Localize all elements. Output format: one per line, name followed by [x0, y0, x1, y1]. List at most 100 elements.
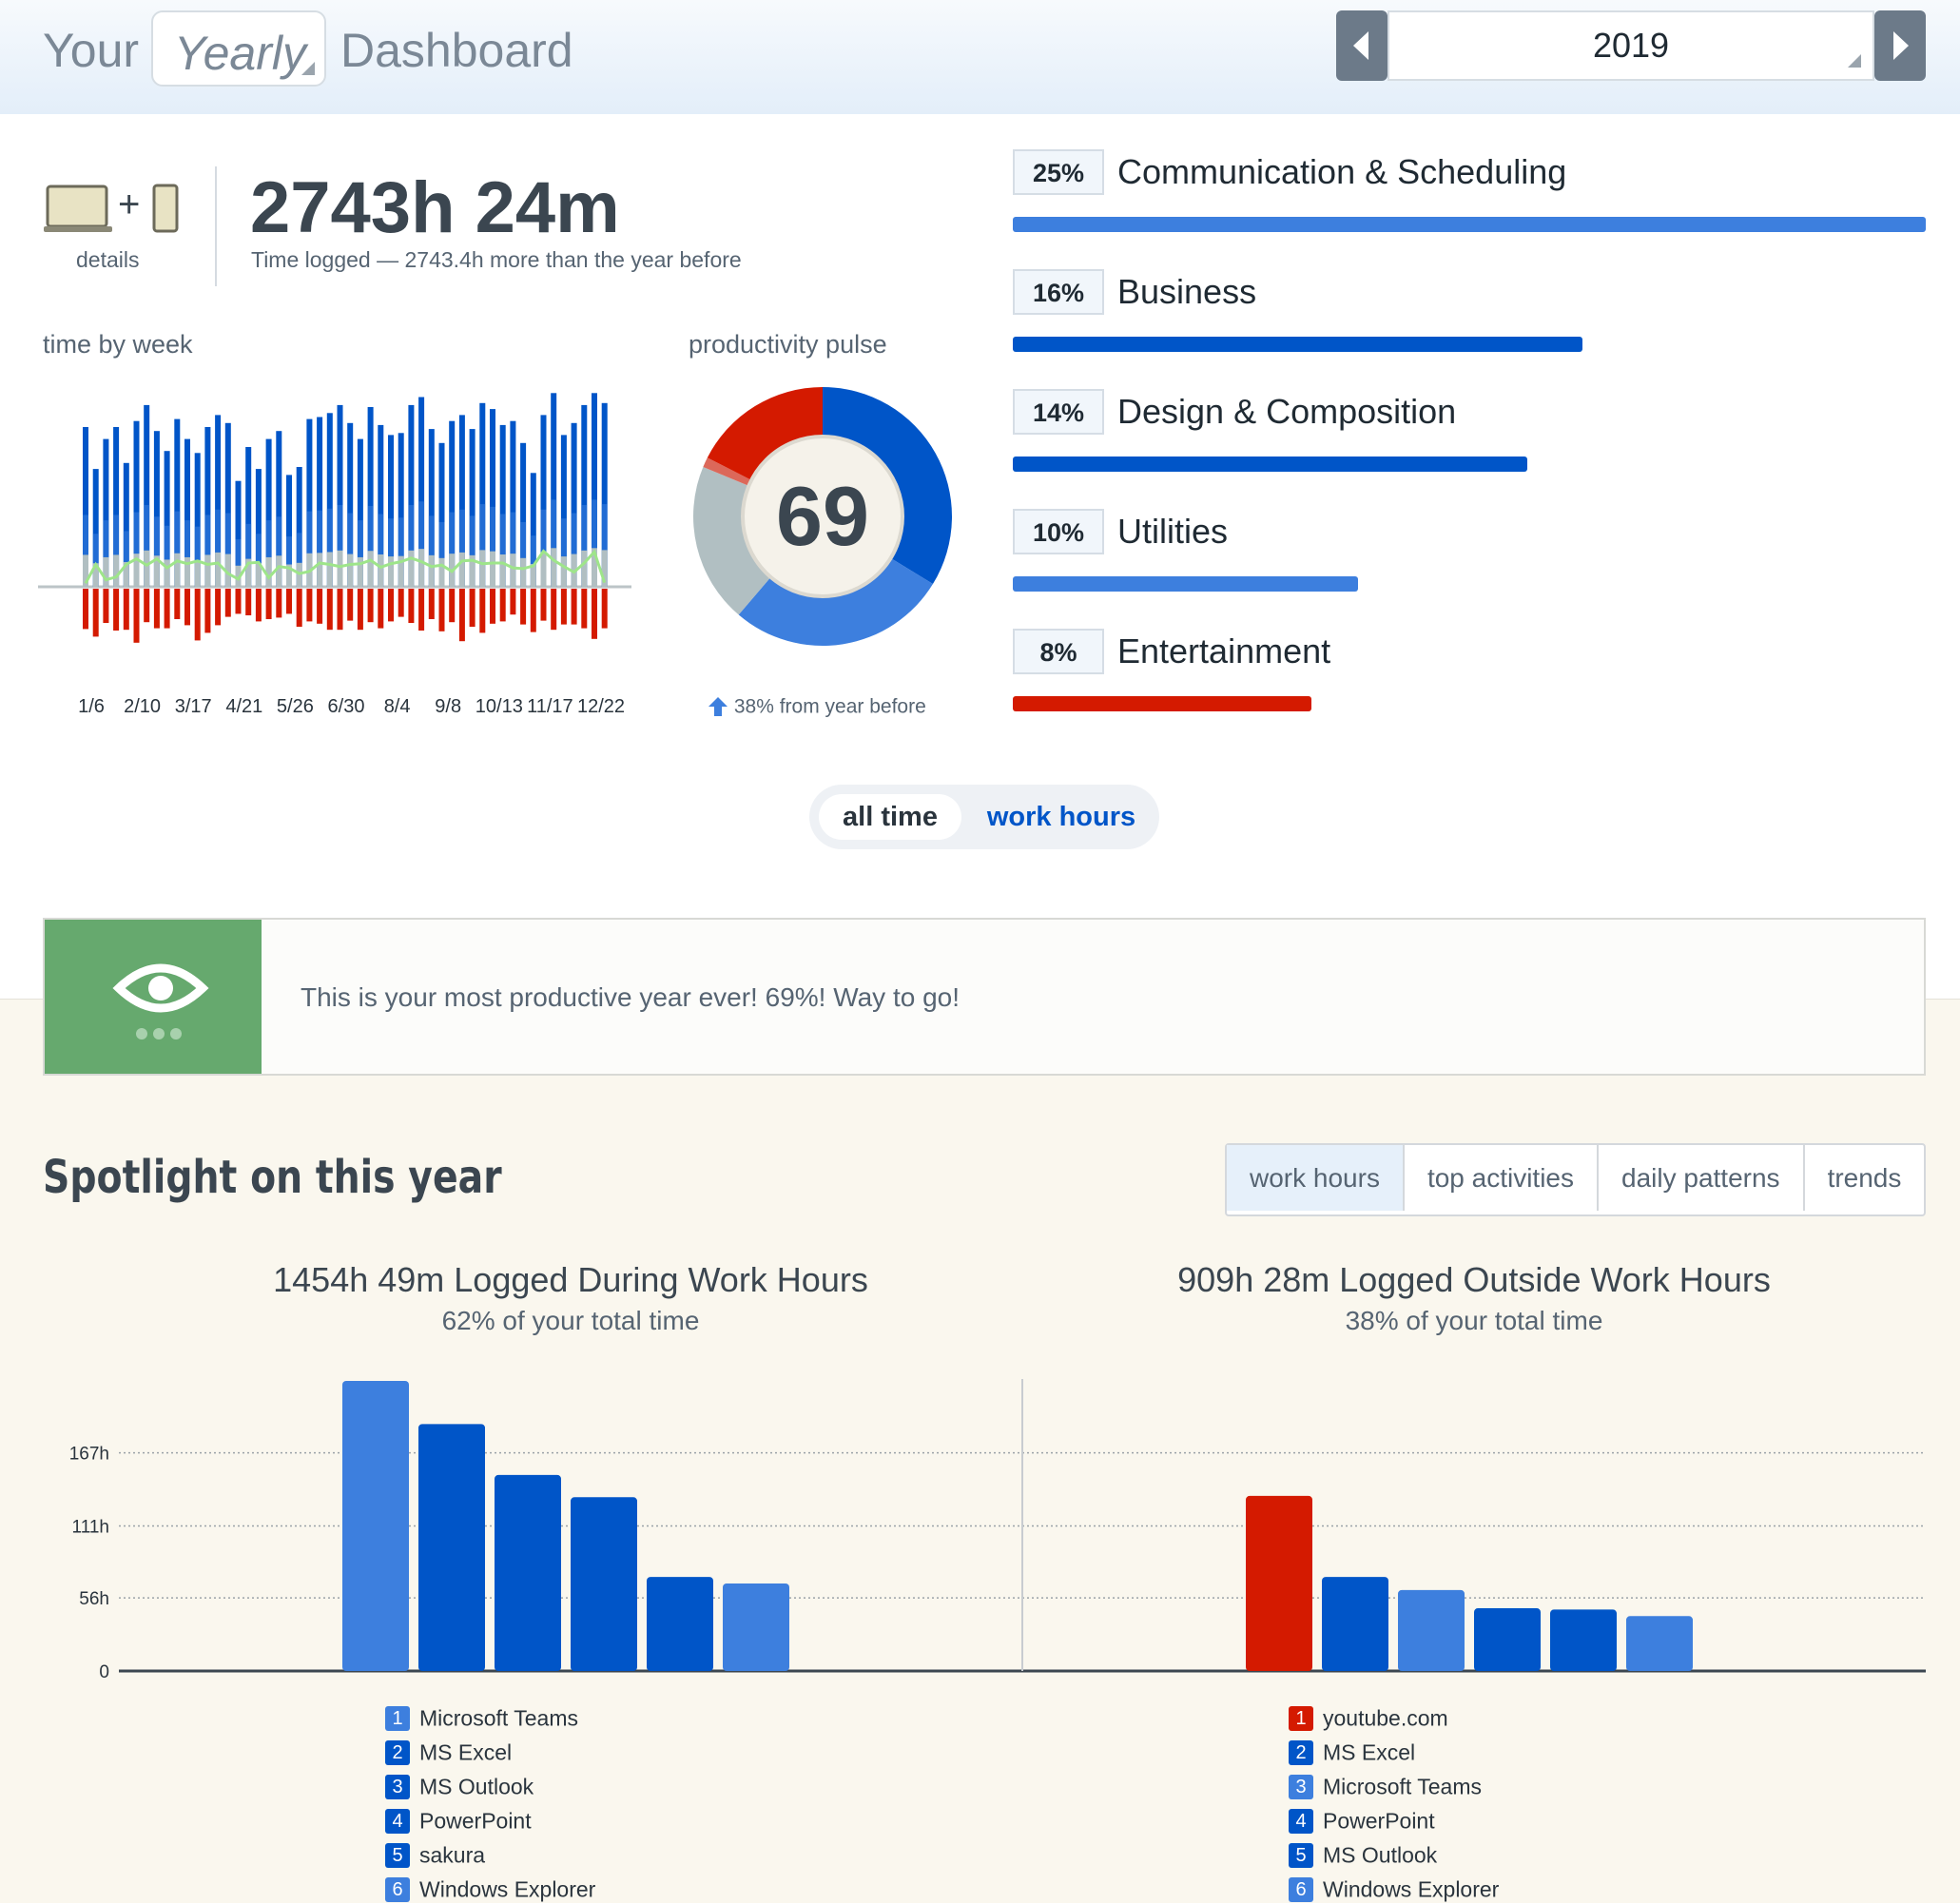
week-bar-distracting — [133, 589, 140, 643]
week-bar-productive-light — [296, 533, 302, 563]
tab-daily-patterns[interactable]: daily patterns — [1597, 1145, 1803, 1211]
week-bar-productive-light — [398, 517, 404, 556]
week-bar-productive-light — [378, 514, 384, 554]
week-bar-neutral — [317, 553, 323, 587]
legend-label: MS Outlook — [419, 1774, 534, 1799]
week-bar-productive — [408, 404, 415, 587]
week-bar-distracting — [326, 589, 333, 631]
previous-year-button[interactable] — [1336, 10, 1388, 81]
category-name: Communication & Scheduling — [1117, 152, 1567, 191]
laptop-phone-icon: + — [44, 184, 179, 233]
week-bar-productive-light — [144, 505, 150, 551]
device-details-button[interactable]: + — [44, 183, 182, 240]
week-bar-neutral — [83, 554, 88, 587]
week-bar-productive — [133, 420, 140, 587]
period-select[interactable]: Yearly — [151, 10, 326, 87]
week-bar-productive-light — [592, 499, 597, 549]
week-bar-productive-light — [153, 516, 160, 556]
week-bar-neutral — [378, 554, 384, 587]
week-bar-productive — [347, 422, 354, 587]
category-bar — [1013, 337, 1583, 352]
week-bar-productive-light — [479, 504, 486, 551]
week-bar-neutral — [194, 559, 201, 587]
outside-hours-legend-item[interactable]: 1 youtube.com — [1289, 1704, 1448, 1733]
category-percent: 25% — [1013, 149, 1104, 195]
time-by-week-x-axis: 1/6 2/10 3/17 4/21 5/26 6/30 8/4 9/8 10/13 11/17 1… — [38, 696, 637, 725]
bar-microsoft-teams — [1398, 1589, 1465, 1671]
year-value: 2019 — [1592, 26, 1670, 65]
week-bar-productive — [560, 435, 567, 587]
week-bar-distracting — [601, 589, 608, 629]
category-item[interactable]: 14% Design & Composition — [1013, 382, 1926, 502]
week-bar-distracting — [347, 589, 354, 621]
chevron-left-icon — [1353, 31, 1368, 60]
details-link[interactable]: details — [76, 247, 140, 272]
week-bar-productive — [92, 469, 99, 587]
week-bar-distracting — [408, 589, 415, 623]
week-bar-productive — [398, 433, 404, 587]
y-tick-label: 167h — [69, 1445, 109, 1465]
week-bar-productive — [123, 462, 129, 587]
outside-hours-legend-item[interactable]: 3 Microsoft Teams — [1289, 1773, 1482, 1801]
legend-label: PowerPoint — [419, 1808, 532, 1834]
category-item[interactable]: 10% Utilities — [1013, 502, 1926, 622]
next-year-button[interactable] — [1874, 10, 1926, 81]
work-hours-legend-item[interactable]: 3 MS Outlook — [385, 1773, 534, 1801]
dropdown-corner-icon — [301, 62, 315, 75]
category-item[interactable]: 25% Communication & Scheduling — [1013, 143, 1926, 262]
week-bar-productive — [499, 424, 506, 587]
week-bar-productive — [265, 438, 272, 587]
outside-hours-legend-item[interactable]: 6 Windows Explorer — [1289, 1875, 1499, 1904]
category-item[interactable]: 16% Business — [1013, 262, 1926, 382]
outside-hours-legend-item[interactable]: 2 MS Excel — [1289, 1739, 1415, 1767]
outside-hours-legend-item[interactable]: 5 MS Outlook — [1289, 1841, 1437, 1870]
category-item[interactable]: 8% Entertainment — [1013, 622, 1926, 742]
week-bar-productive — [458, 415, 465, 587]
category-name: Entertainment — [1117, 631, 1331, 670]
week-bar-productive-light — [92, 534, 99, 564]
week-bar-neutral — [164, 559, 170, 587]
toggle-all-time[interactable]: all time — [819, 794, 961, 840]
toggle-work-hours[interactable]: work hours — [986, 802, 1136, 832]
week-bar-productive-light — [276, 516, 282, 556]
pulse-segment — [823, 387, 953, 585]
tab-top-activities[interactable]: top activities — [1402, 1145, 1597, 1211]
week-bar-distracting — [520, 589, 527, 625]
work-hours-title: 1454h 49m Logged During Work Hours — [273, 1260, 868, 1299]
week-bar-productive — [83, 427, 88, 587]
week-bar-distracting — [317, 589, 323, 624]
legend-label: sakura — [419, 1842, 486, 1868]
tab-work-hours[interactable]: work hours — [1227, 1145, 1403, 1211]
work-hours-legend-item[interactable]: 5 sakura — [385, 1841, 485, 1870]
legend-label: PowerPoint — [1323, 1808, 1435, 1834]
category-name: Utilities — [1117, 512, 1229, 551]
week-bar-productive — [378, 424, 384, 587]
time-by-week-chart — [38, 393, 631, 643]
week-bar-productive-light — [306, 511, 313, 554]
category-name: Business — [1117, 272, 1257, 311]
week-bar-productive — [551, 393, 557, 587]
week-bar-productive — [113, 427, 120, 587]
week-bar-neutral — [428, 554, 435, 587]
year-select[interactable]: 2019 — [1388, 10, 1874, 81]
work-hours-legend-item[interactable]: 6 Windows Explorer — [385, 1875, 595, 1904]
pulse-change-text: 38% from year before — [733, 695, 926, 718]
week-bar-productive — [245, 447, 252, 587]
week-bar-productive-light — [438, 521, 445, 558]
week-bar-neutral — [92, 563, 99, 587]
week-bar-productive-light — [194, 526, 201, 560]
outside-hours-legend-item[interactable]: 4 PowerPoint — [1289, 1807, 1435, 1836]
week-bar-productive-light — [581, 505, 588, 551]
week-bar-neutral — [204, 554, 211, 587]
week-bar-productive — [103, 438, 109, 587]
work-hours-legend-item[interactable]: 1 Microsoft Teams — [385, 1704, 578, 1733]
category-percent: 8% — [1013, 629, 1104, 674]
outside-hours-legend: 1 youtube.com 2 MS Excel 3 Microsoft Teams 4 Po… — [1289, 1704, 1764, 1902]
week-x-tick-label: 3/17 — [174, 696, 212, 717]
week-bar-productive — [469, 429, 475, 587]
legend-rank-badge: 5 — [385, 1842, 410, 1868]
tab-trends[interactable]: trends — [1802, 1145, 1925, 1211]
work-hours-legend-item[interactable]: 2 MS Excel — [385, 1739, 512, 1767]
work-hours-legend-item[interactable]: 4 PowerPoint — [385, 1807, 532, 1836]
week-bar-distracting — [224, 589, 231, 617]
